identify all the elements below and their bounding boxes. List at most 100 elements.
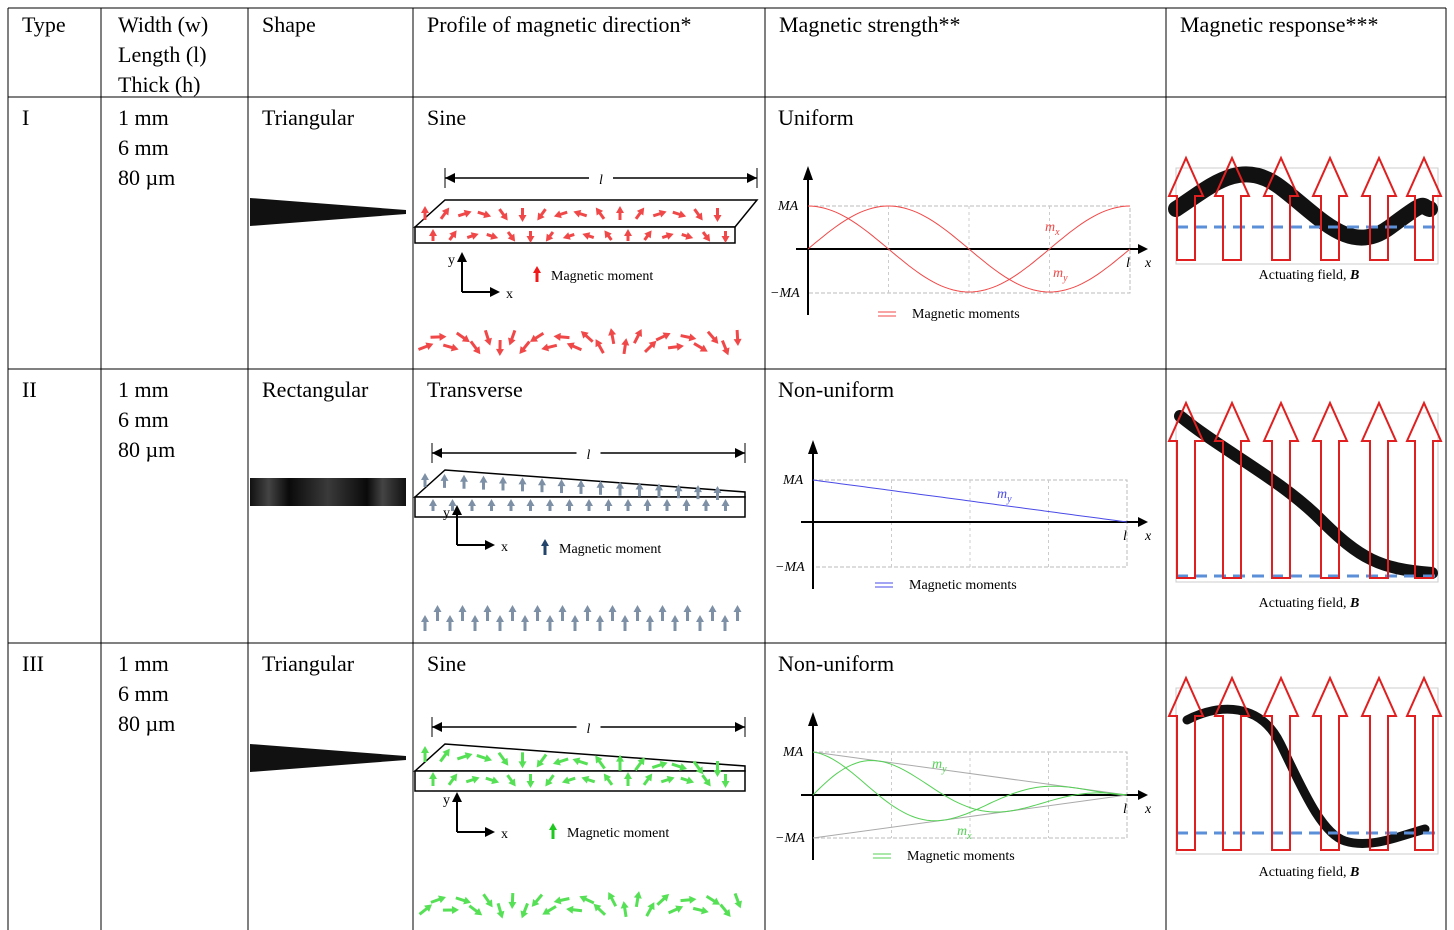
strip-arrow xyxy=(482,329,494,347)
arrow-shaft xyxy=(694,343,703,348)
arrow-head xyxy=(701,907,710,916)
arrow-head xyxy=(521,615,529,622)
arrow-head xyxy=(497,911,507,920)
arrow-shaft xyxy=(524,903,528,912)
strip-arrow xyxy=(443,906,459,914)
strip-arrow xyxy=(454,330,472,346)
arrow-head xyxy=(496,349,504,356)
curve-label: my xyxy=(1053,266,1068,284)
curve-label-sub: y xyxy=(1006,494,1012,505)
dimension-cell: 1 mm xyxy=(118,105,169,130)
header-cell: Magnetic strength** xyxy=(779,12,960,37)
type-cell: I xyxy=(22,105,29,130)
arrow-head xyxy=(596,615,604,622)
arrow-head xyxy=(434,605,442,612)
arrowhead xyxy=(432,448,442,458)
strip-arrow xyxy=(659,605,667,621)
axis-label: x xyxy=(501,540,508,555)
legend-arrow xyxy=(541,539,549,555)
arrow-shaft xyxy=(634,334,639,343)
strip-arrow xyxy=(596,615,604,631)
dimension-cell: 1 mm xyxy=(118,377,169,402)
arrowhead xyxy=(803,166,813,180)
strip-arrow xyxy=(680,332,697,343)
curve-label-base: m xyxy=(1053,266,1063,281)
axis-label: −MA xyxy=(775,831,805,846)
arrow-head xyxy=(609,605,617,612)
arrow-shaft xyxy=(572,346,581,350)
strip-arrow xyxy=(692,340,710,355)
strip-arrow xyxy=(631,327,645,345)
arrow-shaft xyxy=(443,345,453,348)
shape-cell: Triangular xyxy=(262,105,355,130)
curve-label-sub: x xyxy=(966,831,972,842)
arrow-head xyxy=(421,473,429,480)
curve-label-sub: y xyxy=(941,764,947,775)
arrowhead xyxy=(1138,517,1148,527)
curve xyxy=(813,761,1127,813)
strip-arrow xyxy=(506,329,519,347)
arrow-head xyxy=(647,900,657,910)
strip-arrow xyxy=(496,615,504,631)
arrow-head xyxy=(571,615,579,622)
arrow-shaft xyxy=(418,346,427,350)
arrow-head xyxy=(471,615,479,622)
strip-arrow xyxy=(566,905,583,915)
arrow-shaft xyxy=(669,909,678,913)
strip-arrow xyxy=(646,615,654,631)
dimension-cell: 80 µm xyxy=(118,437,175,462)
arrow-shaft xyxy=(485,330,488,340)
header-cell: Length (l) xyxy=(118,42,207,67)
arrow-shaft xyxy=(721,905,727,913)
slab-front xyxy=(415,497,745,517)
arrowhead xyxy=(457,252,467,262)
arrow-head xyxy=(659,605,667,612)
strip-arrow xyxy=(540,903,558,918)
arrow-head xyxy=(584,605,592,612)
arrow-head xyxy=(439,333,446,341)
field-arrow xyxy=(1169,403,1203,578)
strip-arrow xyxy=(605,890,620,908)
caption-text: Actuating field, xyxy=(1259,596,1350,611)
arrow-head xyxy=(541,539,549,546)
arrow-head xyxy=(578,893,588,903)
arrowhead xyxy=(747,173,757,183)
strip-arrow xyxy=(620,338,630,355)
strip-arrow xyxy=(733,330,742,346)
dimension-label: l xyxy=(599,173,603,188)
strip-arrow xyxy=(731,892,744,910)
strip-arrow xyxy=(540,341,557,353)
strip-arrow xyxy=(430,893,448,906)
arrow-head xyxy=(684,605,692,612)
legend-label: Magnetic moment xyxy=(559,542,661,557)
arrow-head xyxy=(452,906,459,914)
curve-label-base: m xyxy=(997,487,1007,502)
arrow-head xyxy=(451,344,460,354)
strip-arrow xyxy=(559,605,567,621)
dimension-cell: 6 mm xyxy=(118,681,169,706)
strip-arrow xyxy=(553,895,570,906)
header-cell: Magnetic response*** xyxy=(1180,12,1379,37)
arrow-head xyxy=(565,340,575,350)
arrow-shaft xyxy=(598,908,605,915)
arrow-head xyxy=(533,266,541,273)
legend-arrow xyxy=(549,823,557,839)
caption-symbol: B xyxy=(1349,268,1359,283)
caption-text: Actuating field, xyxy=(1259,268,1350,283)
axis-label: x xyxy=(506,287,513,302)
arrow-head xyxy=(546,615,554,622)
strip-arrow xyxy=(455,894,473,906)
arrow-shaft xyxy=(471,341,477,349)
arrow-shaft xyxy=(431,899,440,902)
legend-label: Magnetic moments xyxy=(909,578,1017,593)
strip-arrow xyxy=(571,615,579,631)
slab-front xyxy=(415,771,745,791)
axis-label: x xyxy=(1144,529,1152,544)
header-cell: Profile of magnetic direction* xyxy=(427,12,692,37)
dimension-cell: 1 mm xyxy=(118,651,169,676)
strip-arrow xyxy=(719,339,732,357)
axis-label: MA xyxy=(782,745,804,760)
response-caption: Actuating field, B xyxy=(1259,865,1360,880)
strip-arrow xyxy=(696,615,704,631)
arrow-shaft xyxy=(735,893,738,902)
